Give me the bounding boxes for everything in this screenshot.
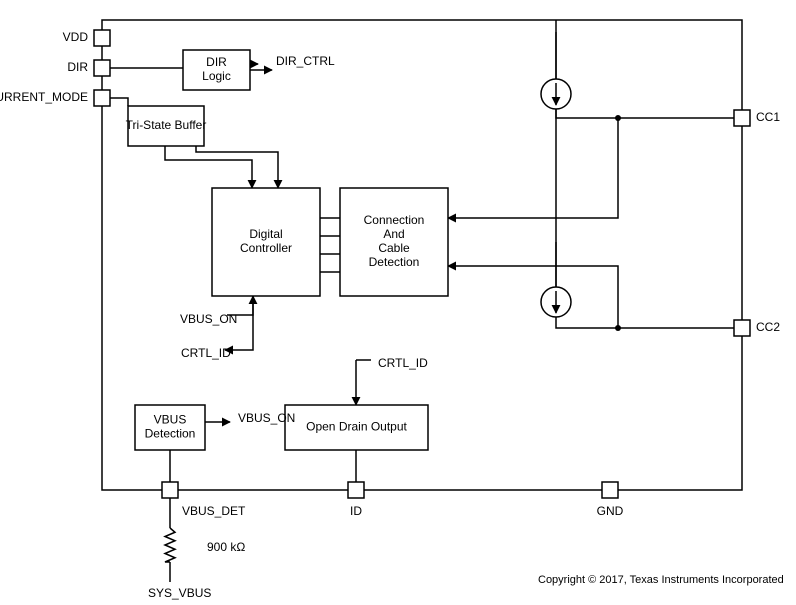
wire — [448, 118, 618, 218]
pin-label-dir: DIR — [67, 60, 88, 74]
block-label-tristate: Tri-State Buffer — [126, 118, 207, 132]
wire — [196, 146, 278, 188]
pin-vdd — [94, 30, 110, 46]
block-label-vbus_det_bx: VBUS — [154, 413, 187, 427]
pin-id — [348, 482, 364, 498]
pin-curmode — [94, 90, 110, 106]
block-label-conn_det: Connection — [364, 213, 425, 227]
block-label-dir_logic: Logic — [202, 69, 231, 83]
block-label-dir_logic: DIR — [206, 55, 227, 69]
label-vbus_on_c: VBUS_ON — [180, 312, 237, 326]
block-label-open_drain: Open Drain Output — [306, 420, 407, 434]
resistor — [165, 528, 175, 562]
block-label-conn_det: And — [383, 227, 404, 241]
block-label-digital: Controller — [240, 241, 292, 255]
pin-cc2 — [734, 320, 750, 336]
junction-dot — [615, 115, 621, 121]
wire — [110, 98, 128, 106]
pin-label-cc1: CC1 — [756, 110, 780, 124]
pin-label-gnd: GND — [597, 504, 624, 518]
label-crtl_id_c: CRTL_ID — [181, 346, 231, 360]
block-label-vbus_det_bx: Detection — [145, 427, 196, 441]
block-label-conn_det: Cable — [378, 241, 410, 255]
pin-label-id: ID — [350, 504, 362, 518]
pin-cc1 — [734, 110, 750, 126]
wire — [556, 317, 734, 328]
label-dir_ctrl: DIR_CTRL — [276, 54, 335, 68]
pin-label-curmode: CURRENT_MODE — [0, 90, 88, 104]
pin-label-vbus_det: VBUS_DET — [182, 504, 246, 518]
label-res: 900 kΩ — [207, 540, 245, 554]
label-crtl_id_o: CRTL_ID — [378, 356, 428, 370]
block-label-conn_det: Detection — [369, 255, 420, 269]
junction-dot — [615, 325, 621, 331]
label-copyright: Copyright © 2017, Texas Instruments Inco… — [538, 574, 784, 586]
pin-vbus_det — [162, 482, 178, 498]
pin-gnd — [602, 482, 618, 498]
pin-label-vdd: VDD — [63, 30, 89, 44]
label-sys_vbus: SYS_VBUS — [148, 586, 211, 600]
wire — [448, 266, 618, 328]
label-vbus_on_d: VBUS_ON — [238, 411, 295, 425]
pin-label-cc2: CC2 — [756, 320, 780, 334]
block-label-digital: Digital — [249, 227, 282, 241]
pin-dir — [94, 60, 110, 76]
wire — [556, 109, 734, 118]
